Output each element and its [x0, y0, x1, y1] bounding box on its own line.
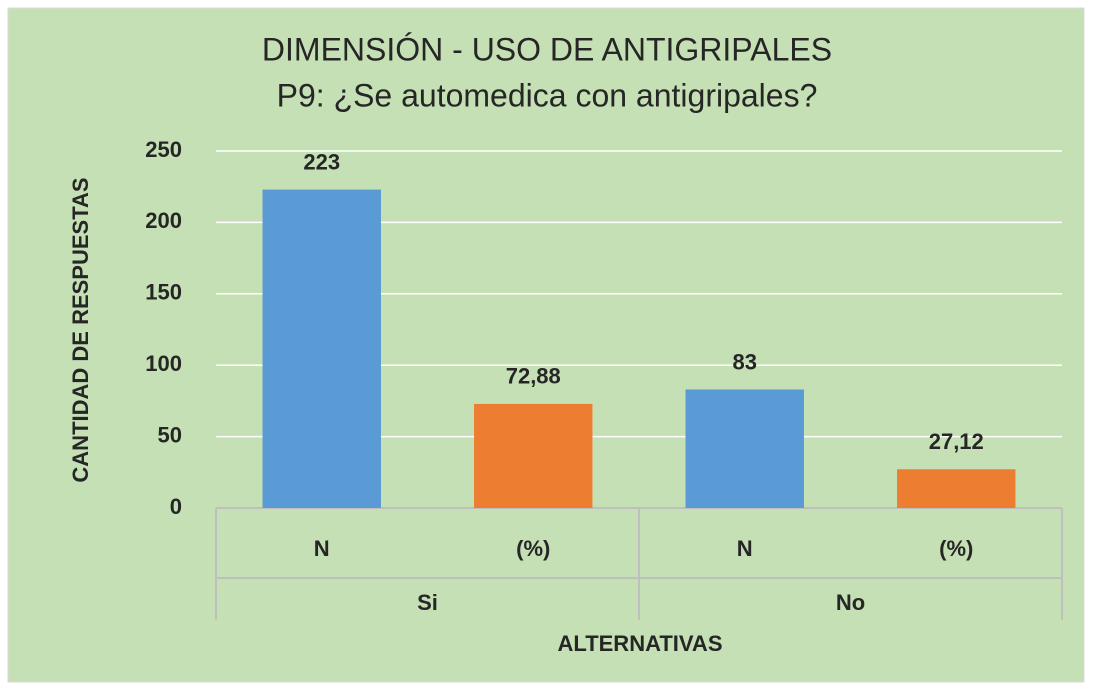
bar	[474, 403, 593, 508]
data-label: 223	[303, 149, 340, 174]
y-tick-label: 50	[158, 422, 182, 447]
y-tick-label: 250	[145, 137, 182, 162]
data-label: 72,88	[506, 364, 561, 389]
y-axis-title: CANTIDAD DE RESPUESTAS	[68, 177, 93, 482]
chart-title: DIMENSIÓN - USO DE ANTIGRIPALES	[262, 31, 832, 67]
group-label: No	[836, 590, 865, 615]
bar	[897, 469, 1016, 508]
y-tick-label: 100	[145, 351, 182, 376]
data-label: 27,12	[929, 429, 984, 454]
data-label: 83	[733, 349, 757, 374]
y-tick-label: 150	[145, 280, 182, 305]
chart-subtitle: P9: ¿Se automedica con antigripales?	[277, 77, 818, 113]
y-tick-label: 200	[145, 208, 182, 233]
chart-background	[7, 7, 1085, 683]
x-tick-label: (%)	[939, 536, 973, 561]
bar	[262, 189, 381, 508]
x-tick-label: N	[314, 536, 330, 561]
group-label: Si	[417, 590, 438, 615]
x-axis-title: ALTERNATIVAS	[558, 631, 723, 656]
bar	[685, 389, 804, 508]
x-tick-label: N	[737, 536, 753, 561]
y-tick-label: 0	[170, 494, 182, 519]
x-tick-label: (%)	[516, 536, 550, 561]
